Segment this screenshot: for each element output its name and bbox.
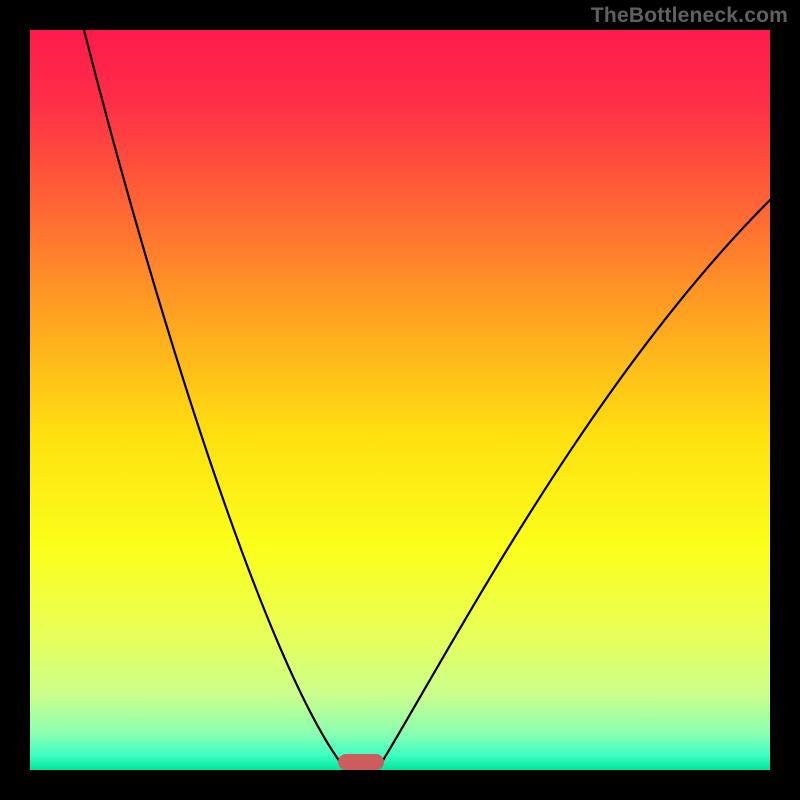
chart-container: TheBottleneck.com (0, 0, 800, 800)
plot-area (30, 30, 770, 770)
v-curve (30, 30, 770, 770)
watermark-text: TheBottleneck.com (591, 4, 788, 28)
trough-marker (338, 754, 384, 770)
